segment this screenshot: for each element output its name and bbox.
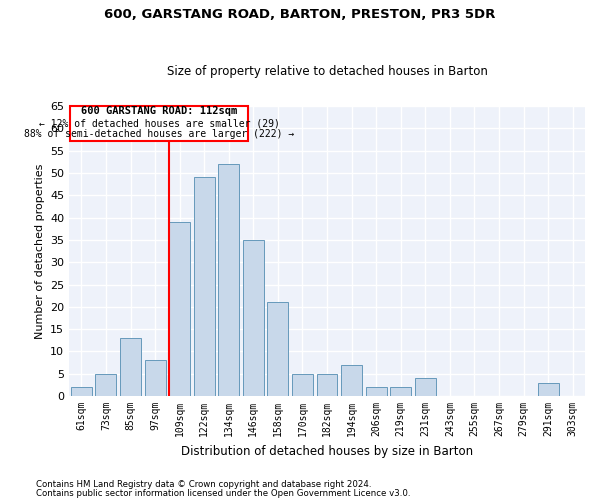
Bar — [95, 374, 116, 396]
Bar — [120, 338, 141, 396]
Bar — [292, 374, 313, 396]
Text: 600, GARSTANG ROAD, BARTON, PRESTON, PR3 5DR: 600, GARSTANG ROAD, BARTON, PRESTON, PR3… — [104, 8, 496, 20]
Text: 600 GARSTANG ROAD: 112sqm: 600 GARSTANG ROAD: 112sqm — [81, 106, 237, 117]
Bar — [366, 387, 386, 396]
Text: Contains HM Land Registry data © Crown copyright and database right 2024.: Contains HM Land Registry data © Crown c… — [36, 480, 371, 489]
Bar — [415, 378, 436, 396]
Bar — [341, 365, 362, 396]
Text: 88% of semi-detached houses are larger (222) →: 88% of semi-detached houses are larger (… — [24, 129, 294, 139]
Title: Size of property relative to detached houses in Barton: Size of property relative to detached ho… — [167, 66, 487, 78]
Bar — [71, 387, 92, 396]
Y-axis label: Number of detached properties: Number of detached properties — [35, 164, 44, 338]
Bar — [194, 178, 215, 396]
Bar — [317, 374, 337, 396]
Bar — [169, 222, 190, 396]
Bar — [538, 382, 559, 396]
X-axis label: Distribution of detached houses by size in Barton: Distribution of detached houses by size … — [181, 444, 473, 458]
Bar — [391, 387, 411, 396]
Bar — [145, 360, 166, 396]
Bar — [243, 240, 264, 396]
Bar — [268, 302, 289, 396]
Bar — [218, 164, 239, 396]
FancyBboxPatch shape — [70, 106, 248, 141]
Text: Contains public sector information licensed under the Open Government Licence v3: Contains public sector information licen… — [36, 490, 410, 498]
Text: ← 12% of detached houses are smaller (29): ← 12% of detached houses are smaller (29… — [38, 118, 280, 128]
